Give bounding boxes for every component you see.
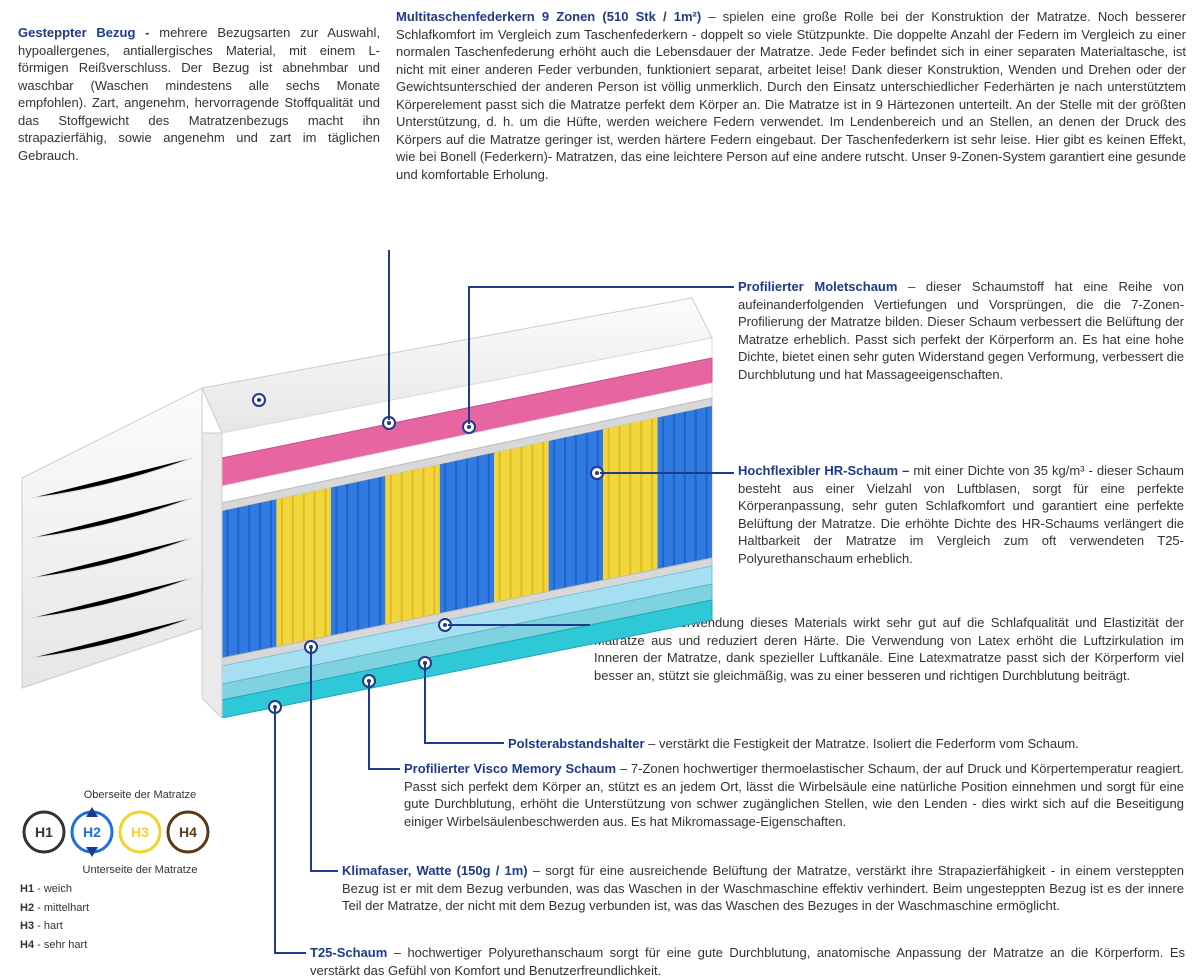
springs-title: Multitaschenfederkern 9 Zonen (510 Stk /…	[396, 9, 701, 24]
leader-felt-v	[424, 662, 426, 742]
klima-title: Klimafaser, Watte (150g / 1m)	[342, 863, 528, 878]
cover-text: mehrere Bezugsarten zur Auswahl, hypoall…	[18, 25, 380, 163]
hardness-circles-icon: H1 H2 H3 H4	[20, 805, 220, 859]
klima-description: Klimafaser, Watte (150g / 1m) – sorgt fü…	[342, 862, 1184, 915]
hr-text: mit einer Dichte von 35 kg/m³ - dieser S…	[738, 463, 1184, 566]
leader-molet-h	[468, 286, 734, 288]
leader-t25-h	[274, 952, 306, 954]
svg-text:H1: H1	[35, 824, 53, 840]
legend-h4: H4 - sehr hart	[20, 938, 260, 953]
legend-top-label: Oberseite der Matratze	[20, 788, 260, 803]
felt-text: – verstärkt die Festigkeit der Matratze.…	[648, 736, 1079, 751]
leader-t25-v	[274, 706, 276, 952]
cover-title: Gesteppter Bezug -	[18, 25, 159, 40]
legend-h1: H1 - weich	[20, 882, 260, 897]
hardness-legend: Oberseite der Matratze H1 H2 H3 H4 Untersei…	[20, 788, 260, 953]
felt-title: Polsterabstandshalter	[508, 736, 645, 751]
svg-text:H2: H2	[83, 824, 101, 840]
t25-description: T25-Schaum – hochwertiger Polyurethansch…	[310, 944, 1185, 979]
visco-description: Profilierter Visco Memory Schaum – 7-Zon…	[404, 760, 1184, 830]
leader-klima-v	[310, 646, 312, 870]
legend-h2: H2 - mittelhart	[20, 901, 260, 916]
leader-visco-h	[368, 768, 400, 770]
svg-text:H4: H4	[179, 824, 197, 840]
svg-text:H3: H3	[131, 824, 149, 840]
molet-text: – dieser Schaumstoff hat eine Reihe von …	[738, 279, 1184, 382]
molet-title: Profilierter Moletschaum	[738, 279, 897, 294]
hr-title: Hochflexibler HR-Schaum –	[738, 463, 913, 478]
leader-felt-h	[424, 742, 504, 744]
hr-description: Hochflexibler HR-Schaum – mit einer Dich…	[738, 462, 1184, 567]
leader-visco-v	[368, 680, 370, 768]
molet-description: Profilierter Moletschaum – dieser Schaum…	[738, 278, 1184, 383]
felt-description: Polsterabstandshalter – verstärkt die Fe…	[508, 735, 1184, 753]
leader-latex-h	[448, 624, 590, 626]
t25-text: – hochwertiger Polyurethanschaum sorgt f…	[310, 945, 1185, 978]
cover-description: Gesteppter Bezug - mehrere Bezugsarten z…	[18, 24, 380, 164]
springs-text: – spielen eine große Rolle bei der Konst…	[396, 9, 1186, 182]
leader-hr-h	[600, 472, 734, 474]
callout-dot-cover	[252, 393, 266, 407]
legend-bottom-label: Unterseite der Matratze	[20, 863, 260, 878]
springs-description: Multitaschenfederkern 9 Zonen (510 Stk /…	[396, 8, 1186, 183]
leader-klima-h	[310, 870, 338, 872]
leader-springs	[388, 250, 390, 420]
legend-h3: H3 - hart	[20, 919, 260, 934]
visco-title: Profilierter Visco Memory Schaum	[404, 761, 616, 776]
mattress-cutaway-diagram	[12, 258, 732, 718]
leader-molet-v	[468, 286, 470, 424]
t25-title: T25-Schaum	[310, 945, 387, 960]
